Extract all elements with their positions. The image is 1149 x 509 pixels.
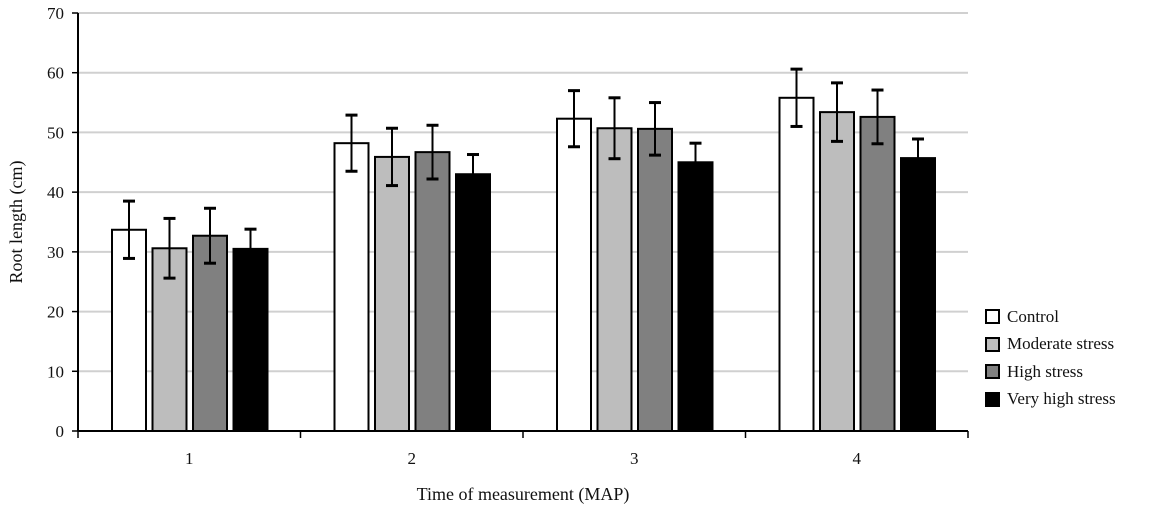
legend-label: Moderate stress [1007,334,1115,354]
legend-swatch [985,309,1000,325]
legend-swatch [985,391,1000,407]
legend-label: High stress [1007,361,1084,381]
bar-very-high-stress [900,157,936,432]
y-tick-label: 10 [47,362,64,381]
bar-control [111,228,147,432]
legend-label: Very high stress [1007,389,1116,409]
bar-moderate-stress [374,155,410,432]
bar-moderate-stress [819,111,855,433]
x-tick-label: 3 [630,449,639,468]
y-tick-label: 70 [47,4,64,23]
bar-high-stress [637,127,673,433]
legend-item: Moderate stress [985,331,1116,359]
bar-high-stress [859,115,896,432]
y-tick-label: 50 [47,123,64,142]
legend-item: Control [985,303,1116,331]
bar-very-high-stress [232,247,269,432]
bar-control [333,142,370,432]
x-tick-label: 4 [853,449,862,468]
legend-item: High stress [985,358,1116,386]
bar-very-high-stress [455,173,491,432]
legend: Control Moderate stress High stress Very hi… [985,303,1116,413]
x-tick-label: 1 [185,449,194,468]
bar-very-high-stress [677,161,714,433]
bar-moderate-stress [596,127,633,432]
x-axis-label: Time of measurement (MAP) [417,484,630,505]
y-tick-label: 30 [47,243,64,262]
y-tick-label: 20 [47,303,64,322]
bar-control [778,96,815,433]
legend-swatch [985,364,1000,380]
y-tick-label: 60 [47,64,64,83]
legend-swatch [985,336,1000,352]
bar-control [556,117,592,433]
y-axis-label: Root length (cm) [6,161,27,284]
x-tick-label: 2 [408,449,417,468]
legend-label: Control [1007,306,1059,326]
y-tick-label: 40 [47,183,64,202]
bar-high-stress [192,234,228,432]
legend-item: Very high stress [985,386,1116,414]
bar-high-stress [414,151,451,433]
y-tick-label: 0 [56,422,65,441]
